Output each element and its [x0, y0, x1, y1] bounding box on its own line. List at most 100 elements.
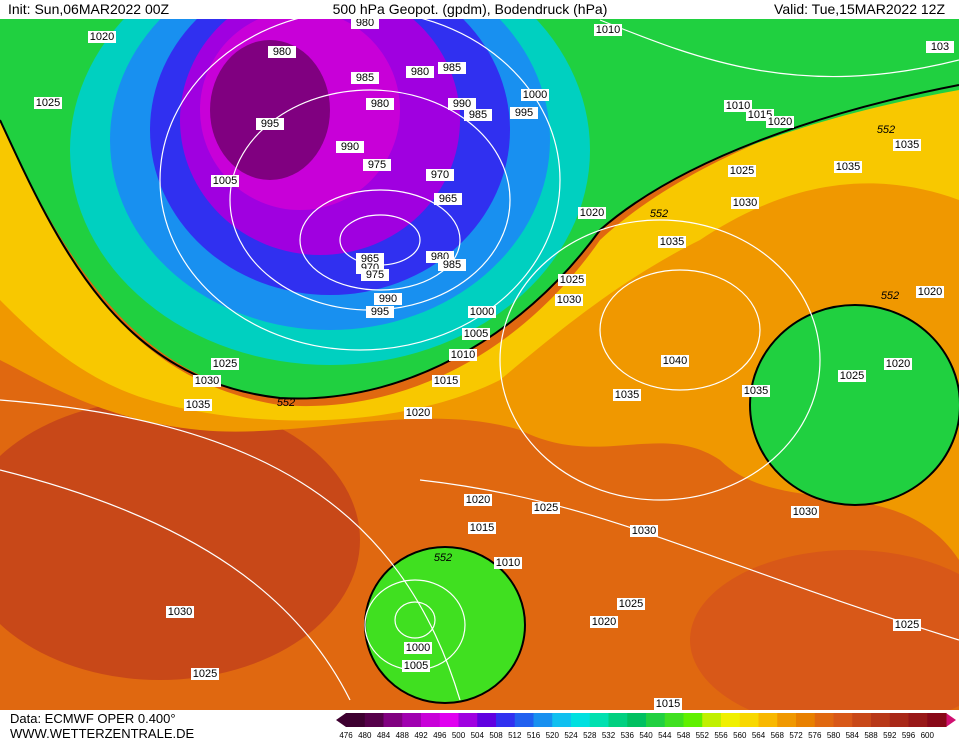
colorbar-label: 480 [358, 731, 372, 740]
isobar-label-box [336, 141, 364, 153]
header-bar [0, 0, 959, 19]
isobar-label: 1025 [193, 668, 217, 680]
isobar-label: 1025 [534, 502, 558, 514]
colorbar-label: 600 [921, 731, 935, 740]
colorbar-label: 548 [677, 731, 691, 740]
colorbar-label: 528 [583, 731, 597, 740]
colorbar-label: 552 [696, 731, 710, 740]
colorbar-swatch [721, 713, 741, 727]
isobar-label: 1030 [793, 506, 817, 518]
isobar-label-box [464, 494, 492, 506]
colorbar-label: 568 [771, 731, 785, 740]
colorbar-swatch [383, 713, 403, 727]
colorbar-swatch [627, 713, 647, 727]
isobar-label: 1010 [596, 24, 620, 36]
isobar-label-box [351, 72, 379, 84]
isobar-label-box [834, 161, 862, 173]
isobar-label: 1015 [656, 698, 680, 710]
isobar-label-box [658, 236, 686, 248]
colorbar-label: 564 [752, 731, 766, 740]
isobar-label-box [462, 328, 490, 340]
colorbar-label: 560 [733, 731, 747, 740]
isobar-label-box [532, 502, 560, 514]
isobar-label-box [268, 46, 296, 58]
isobar-label: 1000 [406, 642, 430, 654]
isobar-label-box [366, 98, 394, 110]
isobar-label: 1020 [90, 31, 114, 43]
isobar-label: 965 [439, 193, 457, 205]
warm-region [690, 550, 959, 730]
isobar-label: 1000 [523, 89, 547, 101]
isobar-label-box [468, 522, 496, 534]
cold-region [210, 40, 330, 180]
isobar-label: 965 [361, 253, 379, 265]
isobar-label: 1025 [213, 358, 237, 370]
colorbar-label: 540 [639, 731, 653, 740]
isobar-label: 1035 [186, 399, 210, 411]
isobar-label: 1020 [592, 616, 616, 628]
site-name: WWW.WETTERZENTRALE.DE [10, 726, 194, 741]
isobar-label-box [256, 118, 284, 130]
colorbar-swatch [796, 713, 816, 727]
colorbar-swatch [927, 713, 947, 727]
colorbar-label: 596 [902, 731, 916, 740]
isobar-label-box [404, 642, 432, 654]
colorbar-label: 512 [508, 731, 522, 740]
isobar-label-box [494, 557, 522, 569]
contour-label: 552 [277, 397, 295, 409]
colorbar-swatch [852, 713, 872, 727]
isobar-label: 1040 [663, 355, 687, 367]
isobar-label: 995 [261, 118, 279, 130]
isobar-label: 1030 [195, 375, 219, 387]
colorbar-swatch [514, 713, 534, 727]
isobar-label: 1035 [836, 161, 860, 173]
isobar-label-box [374, 293, 402, 305]
valid-time: Valid: Tue,15MAR2022 12Z [774, 1, 945, 17]
colorbar-label: 556 [714, 731, 728, 740]
colorbar-label: 504 [471, 731, 485, 740]
colorbar-swatch [908, 713, 928, 727]
warm-region [0, 400, 360, 680]
isobar-label: 1025 [619, 598, 643, 610]
isobar-label-box [438, 62, 466, 74]
isobar-label-box [404, 407, 432, 419]
colorbar-swatch [871, 713, 891, 727]
colorbar-swatch [777, 713, 797, 727]
colorbar-label: 584 [846, 731, 860, 740]
isobar-label-box [916, 286, 944, 298]
isobar-label: 1025 [36, 97, 60, 109]
data-source: Data: ECMWF OPER 0.400° [10, 711, 176, 726]
isobar-label-box [34, 97, 62, 109]
colorbar-swatch [533, 713, 553, 727]
isobar-label-box [766, 116, 794, 128]
colorbar-swatch [496, 713, 516, 727]
isobar-label: 1005 [404, 660, 428, 672]
isobar-label-box [166, 606, 194, 618]
colorbar-label: 500 [452, 731, 466, 740]
yellow-band [0, 78, 959, 421]
colorbar-label: 588 [864, 731, 878, 740]
colorbar-swatch [477, 713, 497, 727]
isobar-label: 990 [341, 141, 359, 153]
isobar-label: 1030 [168, 606, 192, 618]
isobar-label-box [432, 375, 460, 387]
isobar-label: 1020 [406, 407, 430, 419]
colorbar-swatch [421, 713, 441, 727]
isobar-label-box [406, 66, 434, 78]
init-time: Init: Sun,06MAR2022 00Z [8, 1, 170, 17]
isobar-label: 1020 [918, 286, 942, 298]
isobar-label-box [731, 197, 759, 209]
isobar-label: 1025 [840, 370, 864, 382]
colorbar-label: 496 [433, 731, 447, 740]
isobar-label: 990 [453, 98, 471, 110]
colorbar-swatch [439, 713, 459, 727]
isobar-label: 980 [371, 98, 389, 110]
colorbar-swatch [458, 713, 478, 727]
colorbar-label: 484 [377, 731, 391, 740]
colorbar-swatch [833, 713, 853, 727]
isobar-label: 103 [931, 41, 949, 53]
isobar-label: 980 [273, 46, 291, 58]
isobar-label-box [594, 24, 622, 36]
isobar-label-box [630, 525, 658, 537]
